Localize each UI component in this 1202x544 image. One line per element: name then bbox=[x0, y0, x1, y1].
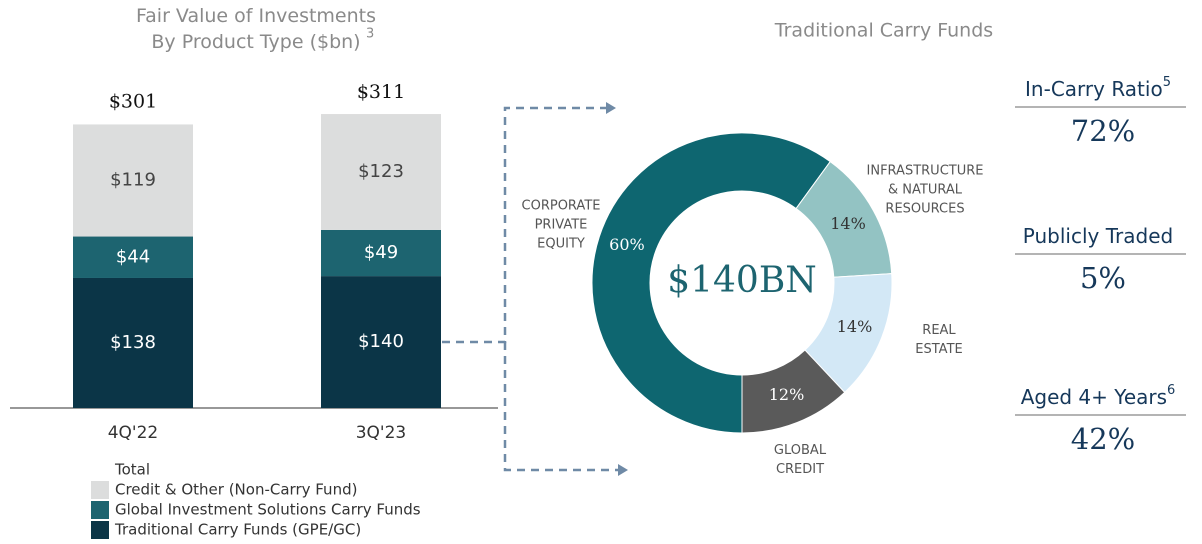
legend-swatch bbox=[91, 501, 109, 519]
metric-value: 42% bbox=[1071, 422, 1135, 456]
bar-value-label: $140 bbox=[358, 331, 404, 352]
center-label: $140BN bbox=[667, 260, 817, 301]
bar-value-label: $49 bbox=[364, 242, 398, 263]
metric-footnote: 5 bbox=[1163, 75, 1171, 90]
total-label: $301 bbox=[109, 90, 157, 112]
metric-label: In-Carry Ratio5 bbox=[1025, 75, 1171, 101]
bar-segment bbox=[321, 114, 441, 230]
metric-value: 72% bbox=[1071, 114, 1135, 148]
slice-category-label: CORPORATE PRIVATE EQUITY bbox=[521, 198, 601, 252]
donut-slice bbox=[591, 132, 831, 434]
legend-label: Traditional Carry Funds (GPE/GC) bbox=[114, 521, 361, 539]
bar-segment bbox=[321, 229, 441, 277]
slice-value-label: 60% bbox=[609, 235, 645, 254]
bar-value-label: $119 bbox=[110, 169, 156, 190]
slice-value-label: 12% bbox=[769, 385, 805, 404]
connector-line bbox=[503, 342, 620, 472]
legend-swatch bbox=[91, 481, 109, 499]
donut-slice bbox=[741, 349, 846, 434]
x-tick-label: 4Q'22 bbox=[108, 423, 159, 443]
bar-value-label: $138 bbox=[110, 332, 156, 353]
metric-label-text: Publicly Traded bbox=[1023, 224, 1173, 248]
legend-label: Global Investment Solutions Carry Funds bbox=[115, 501, 421, 519]
legend-swatch bbox=[91, 521, 109, 539]
bar-segment bbox=[73, 236, 193, 278]
bar-segment bbox=[321, 276, 441, 408]
slice-category-label: INFRASTRUCTURE & NATURAL RESOURCES bbox=[866, 163, 984, 217]
slice-value-label: 14% bbox=[830, 214, 866, 233]
bar-value-label: $44 bbox=[116, 246, 150, 267]
bar-value-label: $123 bbox=[358, 161, 404, 182]
arrow-head bbox=[606, 102, 616, 114]
title-line: By Product Type ($bn) bbox=[151, 31, 360, 53]
metric-label-text: Aged 4+ Years bbox=[1021, 385, 1167, 409]
title-line: Fair Value of Investments bbox=[136, 5, 376, 27]
metric-label: Publicly Traded bbox=[1023, 224, 1173, 248]
legend-label: Credit & Other (Non-Carry Fund) bbox=[115, 481, 357, 499]
legend-title: Total bbox=[114, 461, 150, 479]
title-footnote: 3 bbox=[366, 27, 374, 42]
slice-category-label: REAL ESTATE bbox=[915, 323, 963, 357]
arrow-head bbox=[618, 464, 628, 476]
connector bbox=[442, 106, 620, 472]
total-label: $311 bbox=[357, 81, 405, 103]
x-tick-label: 3Q'23 bbox=[356, 423, 407, 443]
metric-footnote: 6 bbox=[1167, 383, 1175, 398]
slice-value-label: 14% bbox=[837, 317, 873, 336]
slice-category-label: GLOBAL CREDIT bbox=[773, 443, 827, 477]
metric-value: 5% bbox=[1080, 261, 1126, 295]
bar-segment bbox=[73, 277, 193, 408]
bar-segment bbox=[73, 124, 193, 237]
chart-title: Traditional Carry Funds bbox=[774, 20, 993, 42]
chart-title: Fair Value of Investments By Product Type… bbox=[136, 5, 376, 53]
metric-label-text: In-Carry Ratio bbox=[1025, 77, 1163, 101]
metric-label: Aged 4+ Years6 bbox=[1021, 383, 1176, 409]
connector-line bbox=[442, 106, 608, 344]
